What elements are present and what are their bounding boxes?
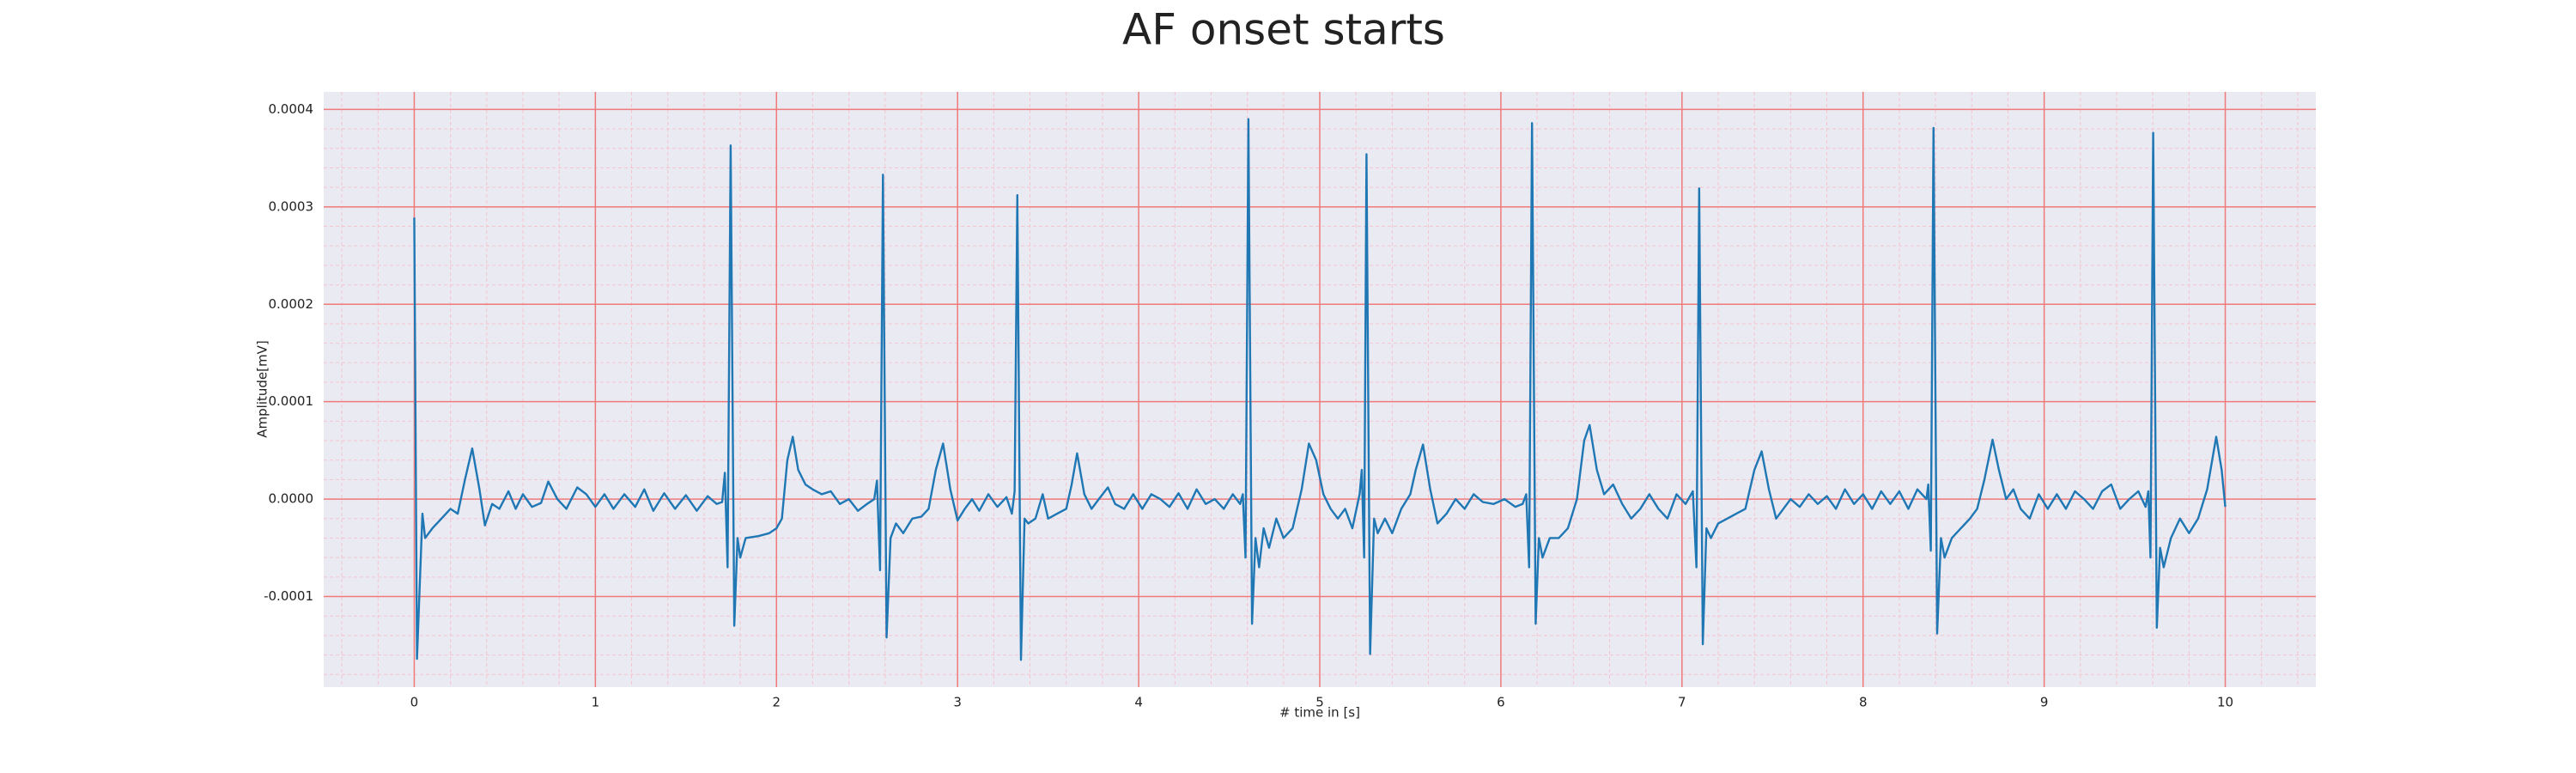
x-tick-label: 2 [772,695,781,710]
x-tick-label: 6 [1497,695,1505,710]
y-tick-label: 0.0003 [269,198,314,214]
y-tick-label: 0.0001 [269,393,314,409]
x-tick-label: 1 [592,695,600,710]
y-tick-label: 0.0000 [269,491,314,507]
y-axis-label: Amplitude[mV] [255,340,270,437]
y-tick-label: 0.0002 [269,296,314,312]
y-tick-label: -0.0001 [264,588,313,604]
x-tick-label: 7 [1678,695,1686,710]
x-tick-label: 0 [410,695,419,710]
x-tick-label: 8 [1859,695,1868,710]
ecg-line [413,118,2227,661]
x-tick-label: 3 [953,695,962,710]
x-tick-label: 5 [1315,695,1324,710]
x-tick-label: 9 [2040,695,2049,710]
x-tick-label: 10 [2217,695,2233,710]
x-tick-label: 4 [1134,695,1143,710]
y-tick-label: 0.0004 [269,101,314,117]
chart-title: AF onset starts [1122,5,1445,55]
x-axis-label: # time in [s] [1279,705,1360,721]
